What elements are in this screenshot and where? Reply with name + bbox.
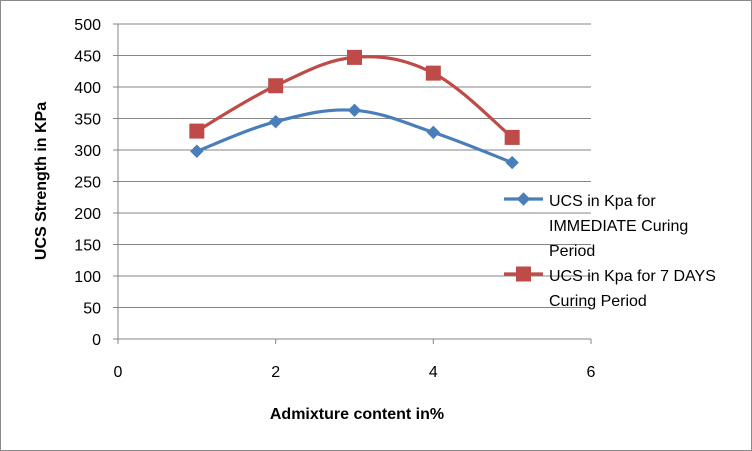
y-tick-label: 50	[83, 301, 101, 318]
y-tick-label: 0	[92, 332, 101, 349]
data-point-square	[189, 123, 205, 139]
data-point-square	[425, 65, 441, 81]
y-tick-label: 350	[74, 112, 101, 129]
y-tick-label: 500	[74, 17, 101, 34]
legend-entry-1: UCS in Kpa for IMMEDIATE Curing Period	[504, 192, 688, 260]
data-point-diamond	[190, 144, 204, 158]
series-2	[189, 49, 520, 145]
series-line	[195, 55, 514, 139]
gridlines	[118, 23, 591, 308]
data-point-diamond	[347, 103, 362, 118]
series-line	[195, 108, 514, 165]
y-tick-label: 450	[74, 49, 101, 66]
data-point-diamond	[505, 155, 519, 170]
data-point-diamond	[426, 125, 441, 140]
y-tick-label: 150	[74, 238, 101, 255]
series-1	[190, 103, 519, 170]
y-tick-label: 300	[74, 143, 101, 160]
x-tick-labels: 0 2 4 6	[114, 339, 596, 381]
legend-label: Period	[549, 243, 595, 260]
y-tick-label: 100	[74, 269, 101, 286]
y-tick-labels: 0 50 100 150 200 250 300 350 400 450 500	[74, 17, 118, 349]
data-point-diamond	[268, 114, 283, 129]
legend-entry-2: UCS in Kpa for 7 DAYS Curing Period	[504, 266, 716, 310]
y-tick-label: 200	[74, 206, 101, 223]
legend-label: IMMEDIATE Curing	[549, 218, 688, 235]
x-axis-title: Admixture content in%	[270, 406, 444, 423]
y-axis-title: UCS Strength in KPa	[33, 102, 50, 260]
legend-label: UCS in Kpa for	[549, 193, 656, 210]
x-tick-label: 6	[587, 364, 596, 381]
x-tick-label: 4	[429, 364, 438, 381]
data-point-square	[347, 49, 362, 65]
x-tick-label: 2	[271, 364, 280, 381]
data-point-square	[504, 129, 520, 145]
legend-marker	[516, 192, 531, 206]
x-tick-label: 0	[114, 364, 123, 381]
y-tick-label: 400	[74, 80, 101, 97]
series-group	[189, 49, 520, 170]
legend-marker	[516, 266, 531, 282]
y-tick-label: 250	[74, 175, 101, 192]
legend-label: UCS in Kpa for 7 DAYS	[549, 268, 716, 285]
data-point-square	[268, 78, 284, 94]
legend-label: Curing Period	[549, 293, 647, 310]
